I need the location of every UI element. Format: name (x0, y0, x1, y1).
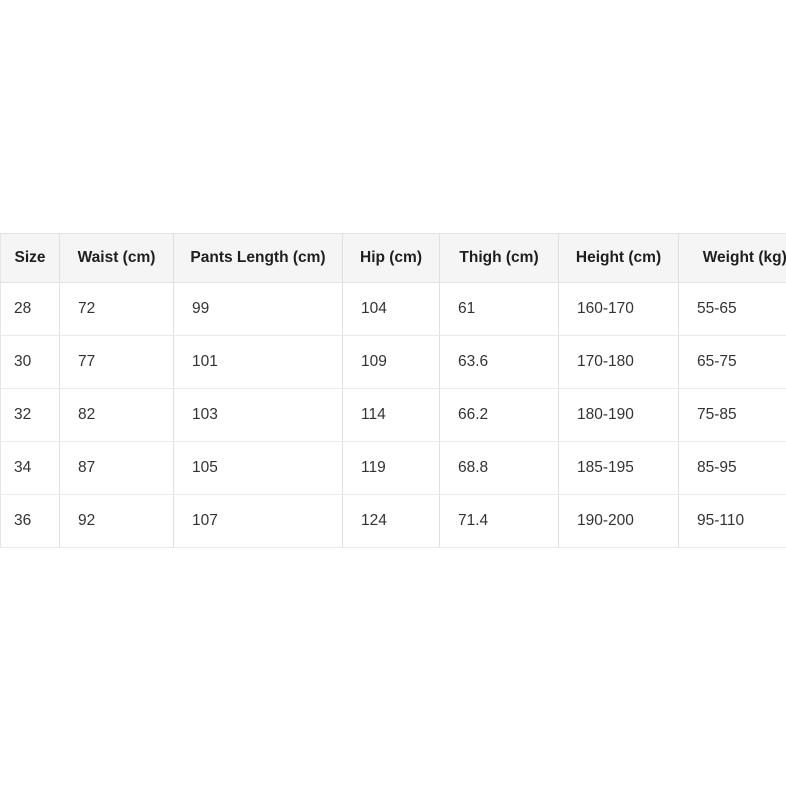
cell-pants-length: 105 (173, 441, 343, 495)
cell-waist: 87 (59, 441, 174, 495)
column-header-weight: Weight (kg) (678, 233, 786, 283)
cell-waist: 77 (59, 335, 174, 389)
cell-height: 185-195 (558, 441, 679, 495)
cell-weight: 95-110 (678, 494, 786, 548)
cell-waist: 72 (59, 282, 174, 336)
column-header-height: Height (cm) (558, 233, 679, 283)
cell-hip: 109 (342, 335, 440, 389)
column-header-hip: Hip (cm) (342, 233, 440, 283)
column-header-pants-length: Pants Length (cm) (173, 233, 343, 283)
cell-weight: 85-95 (678, 441, 786, 495)
cell-thigh: 61 (439, 282, 559, 336)
size-chart-table: Size Waist (cm) Pants Length (cm) Hip (c… (0, 233, 786, 548)
cell-thigh: 66.2 (439, 388, 559, 442)
table-row-size-36: 36 92 107 124 71.4 190-200 95-110 (0, 494, 786, 548)
cell-pants-length: 101 (173, 335, 343, 389)
cell-waist: 92 (59, 494, 174, 548)
size-chart-container: Size Waist (cm) Pants Length (cm) Hip (c… (0, 233, 786, 548)
cell-height: 180-190 (558, 388, 679, 442)
table-row-size-28: 28 72 99 104 61 160-170 55-65 (0, 282, 786, 336)
cell-height: 170-180 (558, 335, 679, 389)
cell-hip: 119 (342, 441, 440, 495)
table-row-size-34: 34 87 105 119 68.8 185-195 85-95 (0, 441, 786, 495)
cell-thigh: 71.4 (439, 494, 559, 548)
column-header-thigh: Thigh (cm) (439, 233, 559, 283)
cell-thigh: 68.8 (439, 441, 559, 495)
column-header-waist: Waist (cm) (59, 233, 174, 283)
table-row-size-30: 30 77 101 109 63.6 170-180 65-75 (0, 335, 786, 389)
cell-thigh: 63.6 (439, 335, 559, 389)
cell-hip: 104 (342, 282, 440, 336)
cell-weight: 65-75 (678, 335, 786, 389)
table-row-size-32: 32 82 103 114 66.2 180-190 75-85 (0, 388, 786, 442)
cell-weight: 55-65 (678, 282, 786, 336)
cell-waist: 82 (59, 388, 174, 442)
cell-size: 34 (0, 441, 60, 495)
cell-weight: 75-85 (678, 388, 786, 442)
cell-hip: 114 (342, 388, 440, 442)
cell-pants-length: 107 (173, 494, 343, 548)
column-header-size: Size (0, 233, 60, 283)
cell-size: 28 (0, 282, 60, 336)
cell-pants-length: 99 (173, 282, 343, 336)
cell-size: 36 (0, 494, 60, 548)
cell-height: 160-170 (558, 282, 679, 336)
cell-hip: 124 (342, 494, 440, 548)
cell-height: 190-200 (558, 494, 679, 548)
cell-size: 30 (0, 335, 60, 389)
cell-pants-length: 103 (173, 388, 343, 442)
cell-size: 32 (0, 388, 60, 442)
header-row: Size Waist (cm) Pants Length (cm) Hip (c… (0, 233, 786, 283)
